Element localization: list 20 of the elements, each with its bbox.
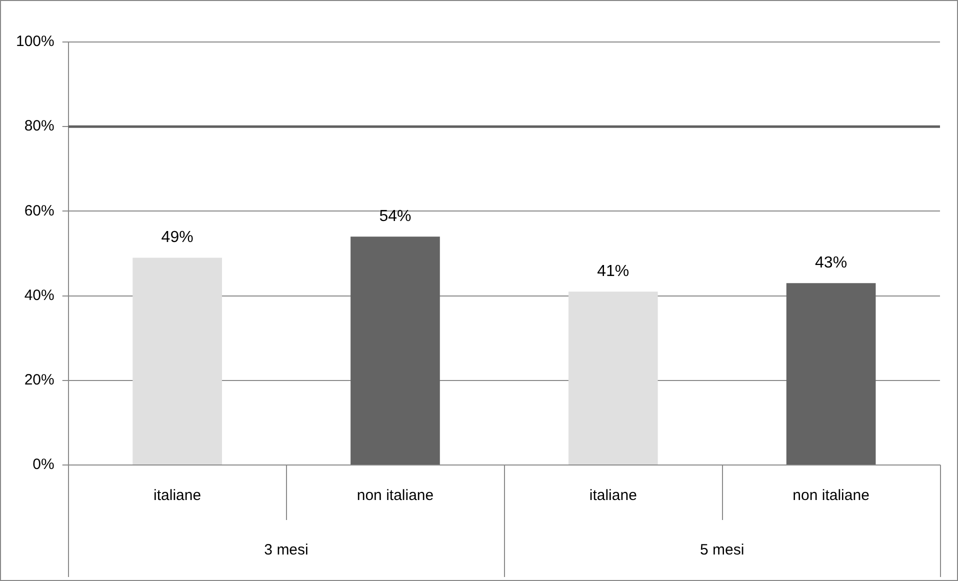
bar [350,236,440,464]
y-tick-label: 100% [16,33,54,50]
x-tick-label: non italiane [792,487,870,504]
text: 3 mesi [264,542,308,559]
data-label: 43% [815,254,848,272]
y-tick-label: 80% [24,118,54,135]
x-tick-label: non italiane [356,487,434,504]
data-label: 54% [379,208,412,225]
data-label: 49% [161,229,194,246]
bar [786,283,876,464]
y-tick-label: 40% [24,286,54,304]
x-tick-label: italiane [589,487,637,504]
x-tick-label: italiane [154,487,202,504]
data-label: 41% [597,262,630,280]
bar [132,258,222,464]
text: 5 mesi [700,542,744,559]
y-tick-label: 20% [24,372,54,389]
y-tick-label: 60% [24,202,54,220]
bar [568,292,658,464]
y-tick-label: 0% [32,456,54,474]
